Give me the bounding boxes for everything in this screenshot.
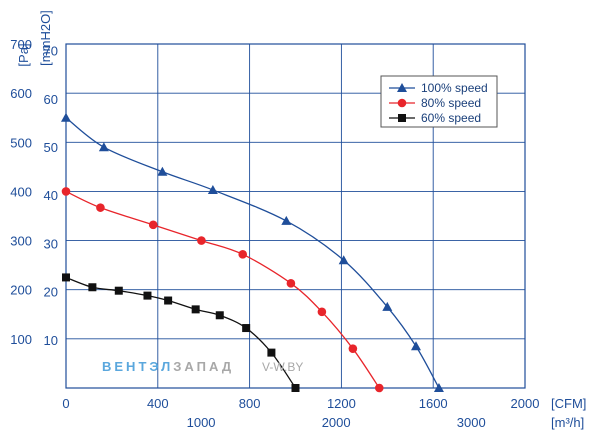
y2-tick-label: 20 [44, 285, 58, 300]
watermark-site: V-W.BY [262, 360, 303, 374]
series-2-point-6 [215, 311, 224, 320]
y-tick-label: 400 [10, 184, 32, 199]
series-1-point-5 [286, 279, 296, 288]
series-1-point-6 [317, 307, 327, 317]
x2-tick-label: 2000 [322, 415, 351, 430]
legend-label-1: 80% speed [421, 96, 481, 110]
series-0-point-1 [98, 142, 109, 152]
y2-tick-label: 70 [44, 44, 58, 59]
y-axis-unit: [Pa] [16, 43, 31, 66]
legend-marker-1 [397, 98, 407, 108]
watermark: ВЕНТЭЛЗАПАД V-W.BY [102, 359, 303, 374]
x2-tick-label: 1000 [187, 415, 216, 430]
series-2-point-5 [191, 305, 200, 314]
y2-tick-label: 10 [44, 333, 58, 348]
series-0-point-3 [207, 184, 218, 194]
series-2 [62, 273, 300, 392]
x-tick-label: 400 [147, 396, 169, 411]
series-layer [61, 112, 444, 393]
series-0-point-0 [61, 112, 71, 122]
y-tick-label: 300 [10, 234, 32, 249]
legend-label-0: 100% speed [421, 81, 488, 95]
x2-tick-label: 3000 [457, 415, 486, 430]
x2-axis-unit: [m³/h] [551, 415, 584, 430]
series-0-point-6 [382, 301, 393, 311]
x-tick-label: 2000 [511, 396, 540, 411]
series-1-point-2 [148, 220, 158, 230]
series-2-point-0 [62, 273, 70, 282]
series-2-point-2 [114, 286, 123, 295]
series-0 [61, 112, 444, 392]
series-1-point-7 [348, 344, 358, 353]
y2-tick-label: 60 [44, 92, 58, 107]
y-tick-label: 200 [10, 283, 32, 298]
series-1 [61, 187, 384, 393]
y2-tick-label: 40 [44, 188, 58, 203]
series-1-point-0 [61, 187, 71, 196]
watermark-part-1: ВЕНТЭЛ [102, 359, 173, 374]
series-2-point-4 [164, 296, 173, 305]
series-line-0 [65, 117, 440, 389]
series-line-2 [65, 276, 297, 389]
legend-marker-2 [398, 114, 406, 122]
series-0-point-4 [281, 215, 292, 225]
x-tick-label: 800 [239, 396, 261, 411]
series-0-point-7 [410, 341, 421, 351]
series-1-point-3 [197, 236, 206, 245]
y2-tick-label: 50 [44, 140, 58, 155]
x-axis-unit: [CFM] [551, 396, 586, 411]
series-2-point-9 [291, 384, 300, 392]
x-tick-label: 0 [62, 396, 69, 411]
legend-marker-0 [397, 83, 407, 92]
y2-axis-unit: [mmH2O] [38, 10, 53, 66]
y-tick-label: 600 [10, 86, 32, 101]
series-2-point-8 [267, 348, 276, 357]
series-0-point-5 [338, 255, 349, 265]
series-0-point-8 [433, 383, 444, 392]
watermark-part-2: ЗАПАД [173, 359, 234, 374]
x-tick-label: 1600 [419, 396, 448, 411]
y2-tick-label: 30 [44, 236, 58, 251]
axes: 0 400 800 1200 1600 2000 [CFM] 1000 2000 3000 [m³/… [10, 10, 586, 430]
series-2-point-1 [88, 283, 97, 292]
series-1-point-1 [96, 203, 105, 212]
series-2-point-3 [143, 291, 152, 300]
series-1-point-8 [374, 383, 384, 393]
legend-label-2: 60% speed [421, 111, 481, 125]
y-tick-label: 500 [10, 135, 32, 150]
x-tick-label: 1200 [327, 396, 356, 411]
series-0-point-2 [157, 166, 168, 176]
y-tick-label: 100 [10, 332, 32, 347]
series-2-point-7 [242, 324, 251, 333]
y-tick-label: 700 [10, 37, 32, 52]
watermark-text: ВЕНТЭЛЗАПАД [102, 359, 234, 374]
series-1-point-4 [238, 250, 248, 259]
